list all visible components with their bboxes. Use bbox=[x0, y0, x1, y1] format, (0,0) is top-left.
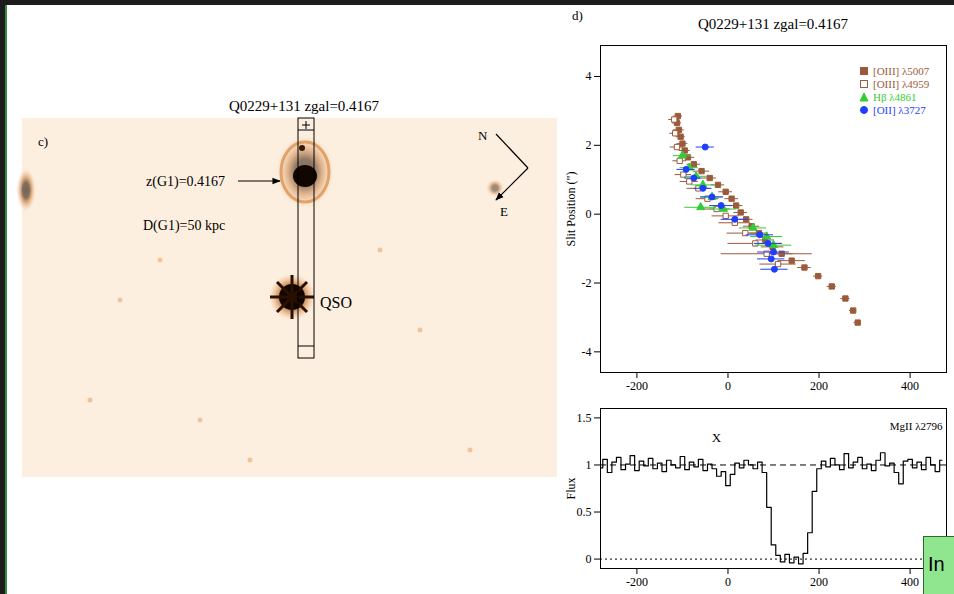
svg-text:E: E bbox=[500, 204, 508, 219]
html-text:In: In bbox=[928, 553, 945, 575]
svg-text:0: 0 bbox=[725, 575, 731, 589]
svg-text:Flux: Flux bbox=[564, 477, 578, 499]
html-text:Q0229+131 zgal=0.4167: Q0229+131 zgal=0.4167 bbox=[697, 16, 849, 32]
html-text:Hβ λ4861: Hβ λ4861 bbox=[873, 91, 917, 103]
svg-text:2: 2 bbox=[586, 138, 592, 152]
svg-text:200: 200 bbox=[810, 575, 828, 589]
html-text:[OII] λ3727: [OII] λ3727 bbox=[873, 104, 926, 116]
svg-text:0.5: 0.5 bbox=[577, 505, 592, 519]
svg-text:N: N bbox=[478, 128, 488, 143]
svg-text:-200: -200 bbox=[626, 575, 648, 589]
html-text:[OIII] λ4959: [OIII] λ4959 bbox=[873, 78, 930, 90]
html-text:d): d) bbox=[572, 8, 583, 23]
svg-text:4: 4 bbox=[586, 69, 592, 83]
svg-text:-200: -200 bbox=[626, 379, 648, 393]
html-text:[OIII] λ5007: [OIII] λ5007 bbox=[873, 65, 930, 77]
svg-text:z(G1)=0.4167: z(G1)=0.4167 bbox=[146, 174, 225, 190]
svg-text:200: 200 bbox=[810, 379, 828, 393]
svg-text:QSO: QSO bbox=[320, 294, 352, 311]
svg-text:c): c) bbox=[38, 134, 48, 149]
svg-text:-2: -2 bbox=[582, 276, 592, 290]
svg-text:-4: -4 bbox=[582, 345, 592, 359]
svg-text:1.5: 1.5 bbox=[577, 411, 592, 425]
svg-text:X: X bbox=[712, 430, 722, 445]
svg-text:MgII λ2796: MgII λ2796 bbox=[890, 420, 943, 432]
svg-text:400: 400 bbox=[901, 379, 919, 393]
svg-text:Slit Position ("): Slit Position (") bbox=[564, 172, 578, 247]
svg-text:400: 400 bbox=[901, 575, 919, 589]
svg-text:1: 1 bbox=[586, 458, 592, 472]
svg-text:0: 0 bbox=[586, 207, 592, 221]
svg-text:Q0229+131 zgal=0.4167: Q0229+131 zgal=0.4167 bbox=[229, 98, 380, 114]
svg-text:D(G1)=50 kpc: D(G1)=50 kpc bbox=[143, 218, 225, 234]
svg-text:0: 0 bbox=[586, 552, 592, 566]
svg-text:0: 0 bbox=[725, 379, 731, 393]
